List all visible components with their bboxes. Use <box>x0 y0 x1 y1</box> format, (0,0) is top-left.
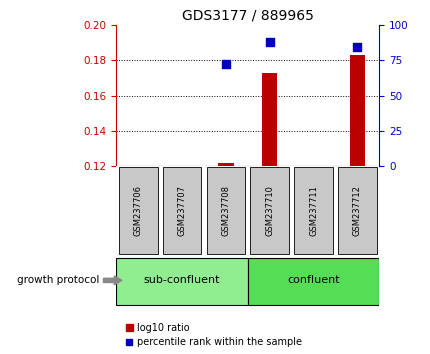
Text: GSM237708: GSM237708 <box>221 185 230 236</box>
Title: GDS3177 / 889965: GDS3177 / 889965 <box>181 8 313 22</box>
Bar <box>261 73 277 166</box>
Bar <box>247 258 378 305</box>
Text: GSM237712: GSM237712 <box>352 185 361 236</box>
Point <box>266 39 273 45</box>
Bar <box>294 167 332 254</box>
Point <box>222 62 229 67</box>
Text: GSM237711: GSM237711 <box>308 185 317 236</box>
Bar <box>218 163 233 166</box>
Text: confluent: confluent <box>286 275 339 285</box>
Bar <box>116 258 247 305</box>
Text: GSM237710: GSM237710 <box>264 185 273 236</box>
Text: sub-confluent: sub-confluent <box>144 275 220 285</box>
Legend: log10 ratio, percentile rank within the sample: log10 ratio, percentile rank within the … <box>125 322 301 347</box>
Bar <box>206 167 245 254</box>
Bar <box>250 167 289 254</box>
Text: GSM237707: GSM237707 <box>177 185 186 236</box>
Bar <box>337 167 376 254</box>
Bar <box>163 167 201 254</box>
Point <box>353 45 360 50</box>
Text: growth protocol: growth protocol <box>17 275 99 285</box>
Bar <box>349 55 364 166</box>
Text: GSM237706: GSM237706 <box>133 185 142 236</box>
Bar <box>119 167 157 254</box>
